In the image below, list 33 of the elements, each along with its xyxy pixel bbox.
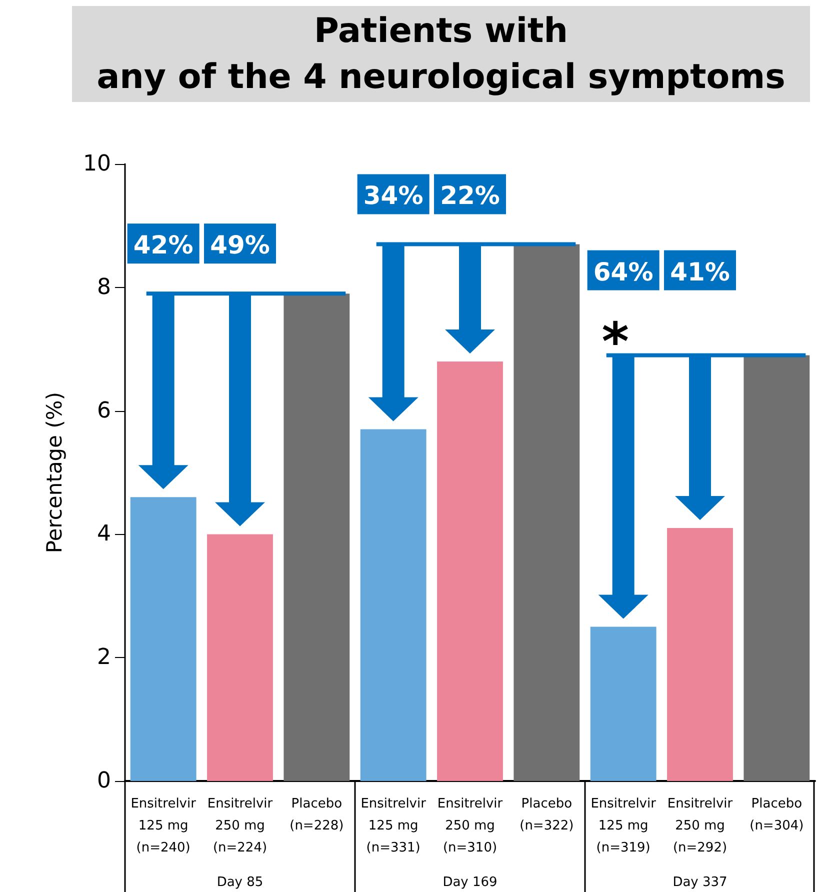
x-tick-label: Placebo (n=228) <box>290 796 344 834</box>
x-tick-label: Ensitrelvir 250 mg (n=224) <box>207 796 274 856</box>
y-axis-title: Percentage (%) <box>42 392 66 554</box>
annotation: 49% <box>210 230 270 260</box>
bar <box>360 429 426 781</box>
chart-title: Patients with any of the 4 neurological symptoms <box>72 6 810 102</box>
y-tick-label: 0 <box>97 768 111 794</box>
bar <box>437 361 503 781</box>
y-tick-label: 10 <box>83 152 111 176</box>
x-tick-label: Placebo (n=322) <box>520 796 574 834</box>
annotation: 64% <box>593 257 654 286</box>
annotation: 34% <box>363 181 424 210</box>
bar <box>207 534 273 781</box>
y-tick-label: 8 <box>97 274 111 300</box>
annotation: 41% <box>670 257 730 286</box>
text: Day 169 <box>442 875 498 890</box>
x-tick-label: Ensitrelvir 250 mg (n=310) <box>437 796 504 856</box>
text: Day 337 <box>672 875 728 890</box>
annotation: 42% <box>133 230 194 260</box>
annotation: 22% <box>440 181 500 210</box>
x-tick-label: Placebo (n=304) <box>750 796 804 834</box>
x-tick-label: Ensitrelvir 125 mg (n=331) <box>360 796 427 856</box>
x-tick-label: Ensitrelvir 125 mg (n=319) <box>590 796 657 856</box>
x-tick-label: Ensitrelvir 250 mg (n=292) <box>667 796 734 856</box>
annotation: * <box>602 312 629 372</box>
y-tick-label: 6 <box>97 398 111 424</box>
x-tick-label: Ensitrelvir 125 mg (n=240) <box>130 796 197 856</box>
text: Day 85 <box>216 875 264 890</box>
y-tick-label: 4 <box>97 522 111 547</box>
bar <box>667 528 733 781</box>
bar <box>130 497 196 781</box>
y-tick-label: 2 <box>97 645 111 670</box>
bar <box>590 626 656 781</box>
